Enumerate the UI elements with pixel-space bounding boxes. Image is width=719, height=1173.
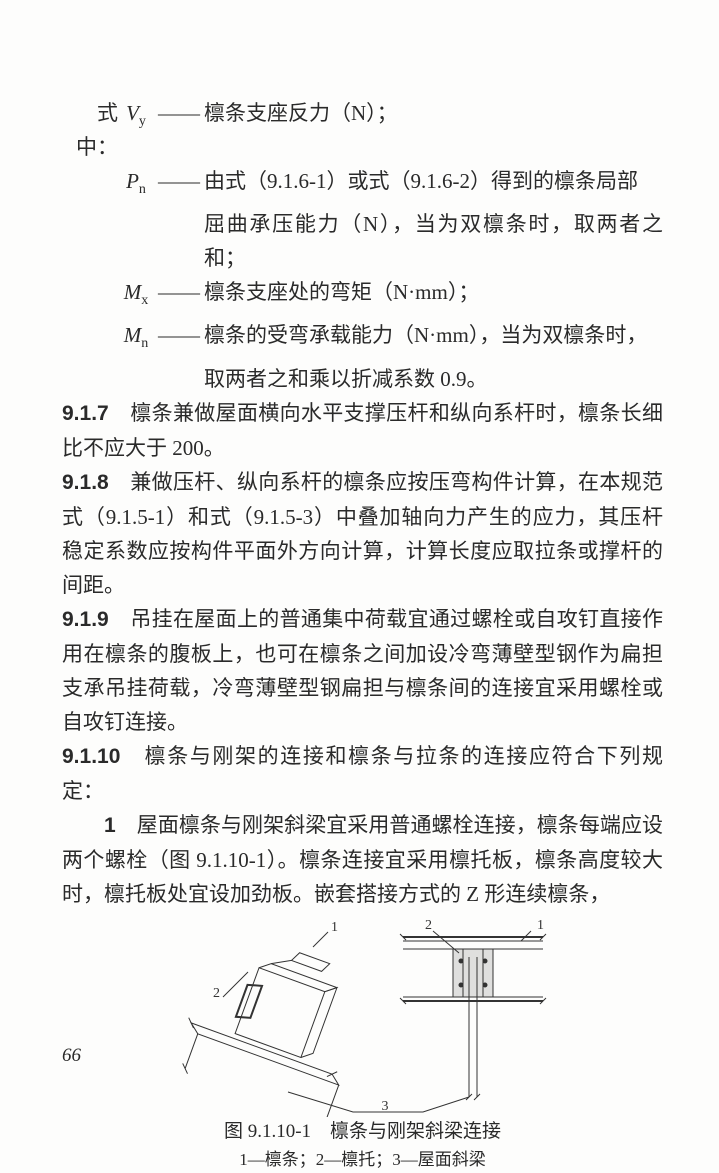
page-number: 66 <box>62 1045 81 1067</box>
figure-caption: 图 9.1.10-1 檩条与刚架斜梁连接 <box>62 1117 663 1147</box>
def-text-Vy: 檩条支座反力（N）； <box>204 96 663 164</box>
body-917: 檩条兼做屋面横向水平支撑压杆和纵向系杆时，檩条长细比不应大于 200。 <box>62 401 663 460</box>
fig-label-1b: 1 <box>537 918 544 933</box>
list-num-1: 1 <box>104 814 116 837</box>
sec-num-917: 9.1.7 <box>62 402 109 425</box>
dash-icon: —— <box>154 164 204 207</box>
def-lead: 式中： <box>62 96 118 164</box>
body-919: 吊挂在屋面上的普通集中荷载宜通过螺栓或自攻钉直接作用在檩条的腹板上，也可在檩条之… <box>62 607 663 734</box>
definitions-block: 式中： Vy —— 檩条支座反力（N）； Pn —— 由式（9.1.6-1）或式… <box>62 96 663 396</box>
dash-icon: —— <box>154 275 204 318</box>
paragraph-919: 9.1.9 吊挂在屋面上的普通集中荷载宜通过螺栓或自攻钉直接作用在檩条的腹板上，… <box>62 602 663 739</box>
symbol-Mx: Mx <box>118 275 154 318</box>
paragraph-917: 9.1.7 檩条兼做屋面横向水平支撑压杆和纵向系杆时，檩条长细比不应大于 200… <box>62 396 663 465</box>
sec-num-919: 9.1.9 <box>62 608 109 631</box>
paragraph-918: 9.1.8 兼做压杆、纵向系杆的檩条应按压弯构件计算，在本规范式（9.1.5-1… <box>62 465 663 602</box>
diagram-icon: 1 2 1 2 3 <box>163 917 563 1117</box>
list-item-1: 1 屋面檩条与刚架斜梁宜采用普通螺栓连接，檩条每端应设两个螺栓（图 9.1.10… <box>62 808 663 911</box>
symbol-Vy: Vy <box>118 96 154 164</box>
figure-9.1.10-1: 1 2 1 2 3 图 9.1.10-1 檩条与刚架斜梁连接 1—檩条；2—檩托… <box>62 917 663 1173</box>
fig-label-3: 3 <box>381 1099 388 1114</box>
sec-num-918: 9.1.8 <box>62 471 109 494</box>
def-text-Mx: 檩条支座处的弯矩（N·mm）； <box>204 275 663 318</box>
def-text-Pn-cont: 屈曲承压能力（N），当为双檩条时，取两者之和； <box>204 207 663 275</box>
def-text-Mn: 檩条的受弯承载能力（N·mm），当为双檩条时， <box>204 318 663 361</box>
figure-caption-sub: 1—檩条；2—檩托；3—屋面斜梁 <box>62 1147 663 1173</box>
sec-num-9110: 9.1.10 <box>62 745 120 768</box>
body-9110: 檩条与刚架的连接和檩条与拉条的连接应符合下列规定： <box>62 744 663 803</box>
symbol-Pn: Pn <box>118 164 154 207</box>
page-root: 式中： Vy —— 檩条支座反力（N）； Pn —— 由式（9.1.6-1）或式… <box>0 0 719 1105</box>
def-text-Mn-cont: 取两者之和乘以折减系数 0.9。 <box>204 362 663 396</box>
def-Pn: Pn —— 由式（9.1.6-1）或式（9.1.6-2）得到的檩条局部 <box>62 164 663 207</box>
def-Vy: 式中： Vy —— 檩条支座反力（N）； <box>62 96 663 164</box>
fig-label-2b: 2 <box>425 918 432 933</box>
fig-label-2a: 2 <box>213 986 220 1001</box>
dash-icon: —— <box>154 318 204 361</box>
symbol-Mn: Mn <box>118 318 154 361</box>
def-Mn: Mn —— 檩条的受弯承载能力（N·mm），当为双檩条时， <box>62 318 663 361</box>
paragraph-9110: 9.1.10 檩条与刚架的连接和檩条与拉条的连接应符合下列规定： <box>62 739 663 808</box>
body-918: 兼做压杆、纵向系杆的檩条应按压弯构件计算，在本规范式（9.1.5-1）和式（9.… <box>62 470 663 597</box>
def-text-Pn: 由式（9.1.6-1）或式（9.1.6-2）得到的檩条局部 <box>204 164 663 207</box>
dash-icon: —— <box>154 96 204 164</box>
fig-label-1a: 1 <box>331 920 338 935</box>
def-Mx: Mx —— 檩条支座处的弯矩（N·mm）； <box>62 275 663 318</box>
list-body-1: 屋面檩条与刚架斜梁宜采用普通螺栓连接，檩条每端应设两个螺栓（图 9.1.10-1… <box>62 813 663 906</box>
